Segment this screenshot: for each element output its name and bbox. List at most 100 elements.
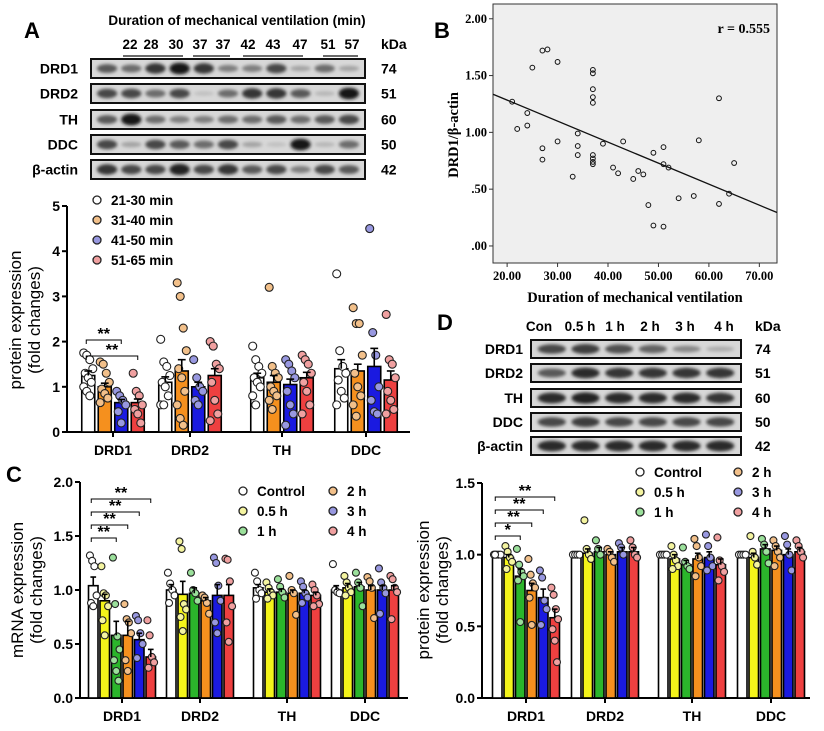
- data-point: [509, 98, 516, 105]
- bar: [388, 589, 400, 699]
- data-point: [212, 558, 221, 568]
- data-point: [372, 409, 382, 419]
- blot-row-label: DDC: [48, 137, 78, 153]
- data-point: [515, 560, 524, 569]
- blot-lane-label: 43: [265, 37, 281, 52]
- data-point: [305, 400, 315, 410]
- legend-label: 2 h: [347, 484, 367, 499]
- bar: [748, 556, 760, 699]
- blot-lane-label: 2 h: [640, 319, 660, 334]
- legend-marker: [733, 467, 743, 477]
- data-point: [675, 195, 682, 202]
- bar: [264, 591, 276, 699]
- data-point: [302, 386, 312, 396]
- legend-marker: [328, 526, 338, 536]
- data-point: [547, 583, 556, 592]
- blot-band: [672, 417, 701, 427]
- data-point: [502, 564, 511, 574]
- bar: [782, 553, 794, 699]
- blot-kda-value: 50: [381, 137, 397, 153]
- legend-label: 1 h: [257, 524, 277, 539]
- data-point: [178, 420, 188, 430]
- data-point: [526, 570, 535, 579]
- bar: [252, 587, 264, 699]
- data-point: [645, 202, 652, 208]
- data-point: [192, 373, 202, 383]
- data-point: [374, 382, 384, 392]
- data-point: [353, 382, 363, 392]
- data-point: [174, 364, 184, 374]
- data-point: [210, 618, 220, 627]
- significance-bracket: [494, 496, 556, 501]
- data-point: [525, 593, 534, 602]
- data-point: [181, 346, 191, 356]
- data-point: [630, 176, 637, 182]
- data-point: [134, 616, 143, 625]
- y-tick-label: 4: [52, 243, 60, 259]
- blot-band: [121, 64, 142, 73]
- significance-bracket: [494, 535, 521, 540]
- y-tick-label: 5: [52, 198, 60, 214]
- data-point: [375, 609, 385, 618]
- data-point: [589, 161, 596, 168]
- legend-marker: [92, 215, 102, 225]
- blot-band: [338, 114, 360, 125]
- blot-band: [169, 88, 190, 99]
- data-point: [138, 639, 147, 649]
- legend-marker: [733, 487, 743, 497]
- significance-bracket: [85, 355, 139, 360]
- data-point: [228, 602, 237, 611]
- x-tick-label: DRD1: [103, 708, 141, 724]
- blot-band: [706, 440, 735, 452]
- legend-marker: [635, 507, 645, 517]
- data-point: [383, 386, 393, 396]
- bar: [759, 548, 771, 699]
- data-point: [799, 553, 808, 562]
- blot-lane-label: 0.5 h: [565, 319, 596, 334]
- data-point: [193, 400, 203, 410]
- blot-band: [672, 367, 701, 379]
- x-tick-label: DRD1: [94, 442, 132, 458]
- blot-band: [266, 164, 287, 175]
- data-point: [512, 544, 521, 553]
- legend-marker: [92, 255, 102, 265]
- data-point: [706, 553, 715, 562]
- data-point: [357, 350, 367, 360]
- blot-lane-label: 37: [215, 37, 230, 52]
- x-tick-label: DRD1: [507, 708, 545, 724]
- panel-letter-a: A: [24, 18, 40, 43]
- blot-lane-label: 30: [168, 37, 183, 52]
- data-point: [101, 591, 110, 600]
- legend-marker: [635, 467, 645, 477]
- data-point: [332, 400, 342, 410]
- data-point: [589, 158, 596, 165]
- blot-band: [290, 165, 311, 174]
- data-point: [267, 404, 277, 414]
- data-point: [144, 663, 153, 672]
- data-point: [387, 359, 397, 369]
- blot-band: [96, 88, 118, 99]
- data-point: [104, 602, 113, 611]
- data-point: [513, 576, 523, 585]
- bar: [680, 563, 692, 699]
- data-point: [165, 370, 175, 381]
- blot-band: [571, 367, 600, 379]
- data-point: [257, 589, 266, 598]
- blot-band: [314, 142, 335, 147]
- x-tick-label: TH: [273, 442, 292, 458]
- data-point: [704, 542, 713, 551]
- blot-lane-label: 47: [292, 37, 307, 52]
- data-point: [178, 626, 187, 636]
- blot-band: [338, 165, 360, 174]
- blot-band: [266, 142, 287, 147]
- bar: [628, 550, 640, 699]
- blot-lane-label: Con: [526, 319, 552, 334]
- data-point: [702, 566, 712, 575]
- legend-label: 4 h: [752, 505, 772, 520]
- data-point: [213, 629, 222, 638]
- blot-kda-value: 42: [381, 162, 397, 178]
- data-point: [574, 143, 581, 149]
- data-point: [783, 540, 792, 549]
- data-point: [787, 566, 796, 575]
- data-point: [208, 341, 218, 351]
